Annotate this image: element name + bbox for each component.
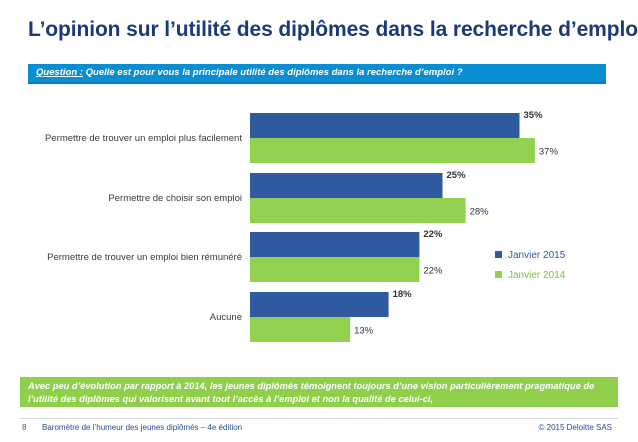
footer-copyright: © 2015 Deloitte SAS [538, 423, 613, 432]
bar-janvier-2014 [250, 198, 466, 223]
data-label: 18% [393, 289, 413, 300]
question-body: Quelle est pour vous la principale utili… [82, 67, 463, 78]
category-label: Permettre de choisir son emploi [108, 193, 242, 204]
legend-swatch [495, 251, 502, 258]
bar-janvier-2015 [250, 232, 420, 257]
bar-chart: Permettre de trouver un emploi plus faci… [45, 110, 566, 342]
data-label: 13% [354, 326, 374, 337]
data-label: 35% [524, 110, 544, 121]
data-label: 37% [539, 147, 559, 158]
legend-swatch [495, 271, 502, 278]
legend-label: Janvier 2014 [508, 270, 566, 281]
question-prefix: Question : [36, 67, 83, 78]
page-number: 8 [22, 423, 27, 432]
conclusion-text: Avec peu d’évolution par rapport à 2014,… [28, 381, 595, 404]
footer-divider [20, 418, 618, 419]
bar-janvier-2014 [250, 257, 420, 282]
data-label: 28% [470, 207, 490, 218]
category-label: Aucune [210, 312, 242, 323]
bar-janvier-2015 [250, 113, 520, 138]
bar-janvier-2015 [250, 173, 443, 198]
bar-janvier-2015 [250, 292, 389, 317]
data-label: 22% [423, 266, 443, 277]
category-label: Permettre de trouver un emploi bien rému… [47, 252, 242, 263]
data-label: 25% [447, 170, 467, 181]
question-text: Question : Quelle est pour vous la princ… [36, 67, 463, 78]
data-label: 22% [423, 229, 443, 240]
legend-label: Janvier 2015 [508, 250, 566, 261]
bar-janvier-2014 [250, 317, 351, 342]
question-banner: Question : Quelle est pour vous la princ… [28, 64, 606, 84]
conclusion-box: Avec peu d’évolution par rapport à 2014,… [20, 377, 618, 407]
page-title: L’opinion sur l’utilité des diplômes dan… [28, 18, 638, 41]
bar-janvier-2014 [250, 138, 535, 163]
footer-publication: Baromètre de l’humeur des jeunes diplômé… [42, 423, 243, 432]
category-label: Permettre de trouver un emploi plus faci… [45, 133, 242, 144]
